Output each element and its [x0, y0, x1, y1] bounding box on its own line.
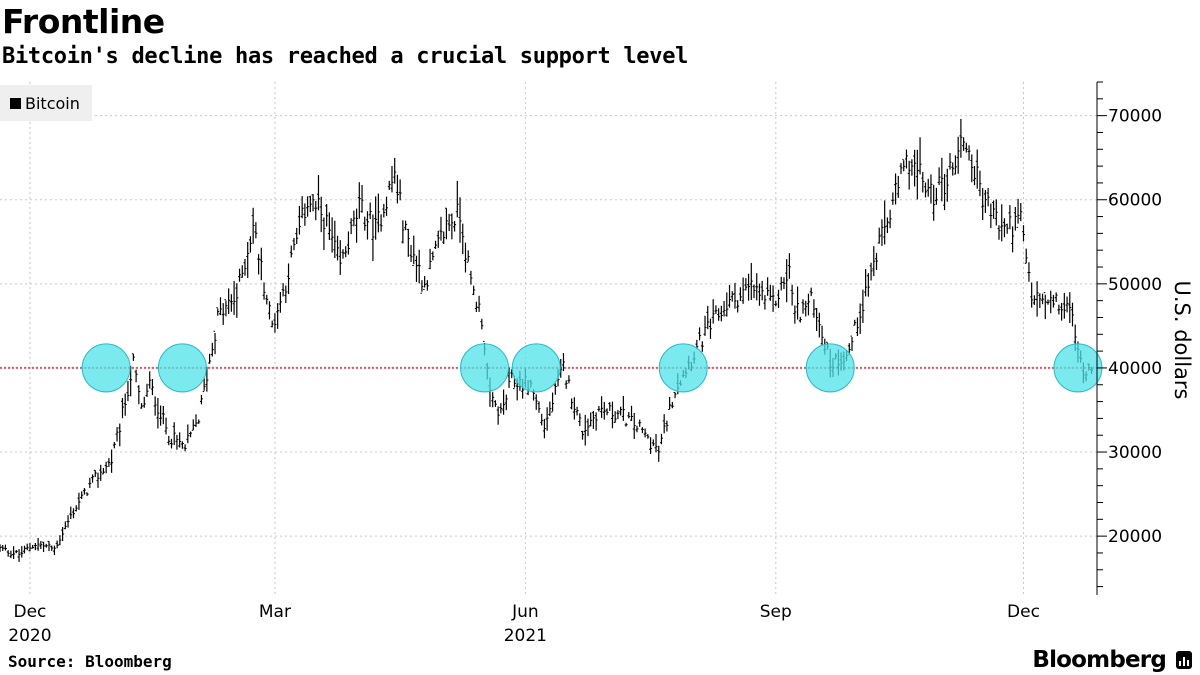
bloomberg-logo-icon [1176, 651, 1192, 669]
support-touch-highlights [81, 343, 1103, 393]
y-tick-label: 40000 [1108, 359, 1162, 379]
support-touch-circle [658, 343, 708, 393]
support-touch-circle [81, 343, 131, 393]
y-tick-label: 70000 [1108, 107, 1162, 127]
grid-lines [0, 82, 1097, 595]
x-tick-label: Mar [259, 602, 291, 622]
legend-swatch [10, 97, 21, 109]
y-tick-label: 20000 [1108, 527, 1162, 547]
x-tick-label: Dec [13, 602, 46, 622]
source-note: Source: Bloomberg [8, 652, 172, 671]
x-tick-label: Jun [511, 602, 539, 622]
price-bars [0, 118, 1094, 562]
x-tick-label: Sep [760, 602, 792, 622]
y-tick-label: 50000 [1108, 275, 1162, 295]
support-touch-circle [157, 343, 207, 393]
y-axis-title: U.S. dollars [1170, 280, 1194, 399]
support-touch-circle [805, 343, 855, 393]
support-touch-circle [1053, 343, 1103, 393]
chart-title: Frontline [2, 2, 165, 41]
x-tick-year-label: 2021 [504, 626, 547, 646]
x-tick-year-label: 2020 [8, 626, 51, 646]
support-touch-circle [460, 343, 510, 393]
x-axis: Dec 2020 Mar Jun 2021 Sep Dec [8, 602, 1040, 646]
x-tick-label: Dec [1007, 602, 1040, 622]
legend-label-bitcoin: Bitcoin [25, 93, 80, 113]
chart-subtitle: Bitcoin's decline has reached a crucial … [2, 44, 689, 69]
y-tick-label: 60000 [1108, 191, 1162, 211]
support-touch-circle [511, 343, 561, 393]
legend: Bitcoin [0, 85, 92, 121]
y-tick-label: 30000 [1108, 443, 1162, 463]
brand-wordmark: Bloomberg [1032, 647, 1166, 673]
y-axis: 20000 30000 40000 50000 60000 70000 [1096, 81, 1162, 595]
